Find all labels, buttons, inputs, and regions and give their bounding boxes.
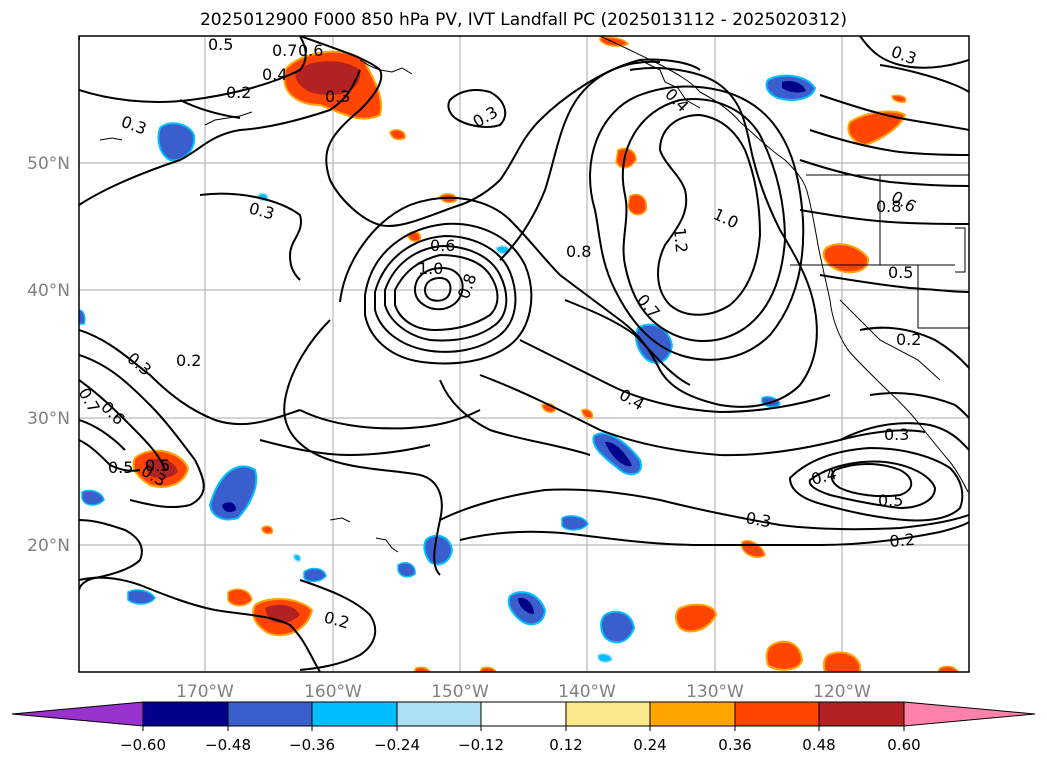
pv-blob-subtropic-1-core xyxy=(605,441,632,467)
pv-blob-small-2 xyxy=(389,129,406,141)
lat-label-20n: 20°N xyxy=(27,536,70,556)
contour-label: 0.5 xyxy=(888,263,913,282)
ivt-contours xyxy=(79,36,969,672)
contour-label: 1.0 xyxy=(418,259,443,278)
colorbar-tick-label: −0.36 xyxy=(289,736,335,754)
pv-blob-south-2n-core xyxy=(518,597,534,614)
pv-blob-coast-1 xyxy=(615,147,637,169)
colorbar-tick-label: −0.48 xyxy=(205,736,251,754)
pv-fill-positive xyxy=(132,36,959,672)
coastlines xyxy=(99,36,969,553)
lon-label-160w: 160°W xyxy=(304,682,362,702)
pv-blob-nw-pacific xyxy=(157,122,196,162)
pv-blob-gulf-alaska-west-core xyxy=(295,61,361,95)
pv-blob-small-n1 xyxy=(127,589,156,605)
pv-blob-coast-2 xyxy=(627,193,647,216)
pv-blob-southeast-2 xyxy=(765,640,804,671)
contour-label: 0.2 xyxy=(226,83,251,102)
contour-label: 0.5 xyxy=(145,456,170,475)
contour-label: 0.3 xyxy=(744,508,772,531)
pv-blob-small-11 xyxy=(479,666,497,672)
colorbar-bin xyxy=(142,701,229,727)
colorbar-tick-label: 0.48 xyxy=(802,736,835,754)
contour-label: 0.7 xyxy=(272,41,297,60)
colorbar-bin xyxy=(227,701,313,727)
colorbar-tick-label: 0.24 xyxy=(633,736,666,754)
contour-label: 0.4 xyxy=(262,65,287,84)
map-frame xyxy=(78,35,970,673)
pv-blob-canada xyxy=(847,110,907,147)
lon-label-150w: 150°W xyxy=(431,682,489,702)
colorbar-bin xyxy=(311,701,398,727)
contour-label: 0.2 xyxy=(176,351,201,370)
colorbar-bin xyxy=(565,701,651,727)
pv-blob-hawaii xyxy=(423,534,454,566)
pv-blob-small-n10 xyxy=(597,653,613,663)
contour-label: 0.3 xyxy=(325,87,350,106)
pv-blob-south-3n xyxy=(600,610,636,644)
colorbar-tick-label: −0.12 xyxy=(458,736,504,754)
colorbar-extend-low xyxy=(11,701,144,727)
contour-label: 0.8 xyxy=(876,197,901,216)
pv-blob-small-8 xyxy=(581,408,594,419)
pv-blob-small-n3 xyxy=(397,562,416,578)
pv-blob-small-10 xyxy=(413,666,431,672)
contour-label: 0.6 xyxy=(430,236,455,255)
pv-blob-small-n2 xyxy=(303,567,327,583)
pv-blob-small-n5 xyxy=(81,489,105,506)
contour-label: 1.2 xyxy=(670,227,691,254)
lon-label-120w: 120°W xyxy=(813,682,871,702)
colorbar xyxy=(11,701,1036,731)
pv-blob-southeast-1 xyxy=(674,603,718,633)
pv-blob-west-pacific-core xyxy=(145,458,178,479)
lon-labels: 170°W 160°W 150°W 140°W 130°W 120°W xyxy=(176,682,871,702)
colorbar-ticks xyxy=(142,726,905,731)
lat-label-30n: 30°N xyxy=(27,409,70,429)
pv-fill-negative xyxy=(79,74,817,663)
pv-blob-small-9 xyxy=(891,94,907,103)
pv-blob-small-n4 xyxy=(561,515,589,531)
contour-label: 0.3 xyxy=(884,425,909,444)
lon-label-130w: 130°W xyxy=(686,682,744,702)
colorbar-tick-label: −0.24 xyxy=(374,736,420,754)
pv-blob-west-sub xyxy=(208,465,258,521)
pv-blob-west-sub-core xyxy=(222,502,236,513)
map-panel: 0.5 0.7 0.6 0.4 0.2 0.3 0.3 0.3 0.3 0.6 … xyxy=(79,35,969,672)
colorbar-tick-label: 0.60 xyxy=(887,736,920,754)
pv-blob-south-2 xyxy=(227,588,253,607)
pv-blob-small-n9 xyxy=(293,553,302,562)
colorbar-bin xyxy=(734,701,820,727)
colorbar-bin xyxy=(396,701,482,727)
contour-label: 0.2 xyxy=(896,330,921,349)
contour-label: 0.5 xyxy=(878,491,903,510)
colorbar-bin xyxy=(480,701,567,727)
lat-labels: 50°N 40°N 30°N 20°N xyxy=(27,154,70,556)
lon-label-170w: 170°W xyxy=(176,682,234,702)
contour-label: 0.8 xyxy=(566,242,591,261)
pv-blob-small-12 xyxy=(937,665,959,672)
lat-label-40n: 40°N xyxy=(27,281,70,301)
pv-blob-small-7 xyxy=(261,525,274,535)
colorbar-tick-label: 0.36 xyxy=(718,736,751,754)
map-title: 2025012900 F000 850 hPa PV, IVT Landfall… xyxy=(199,10,847,30)
colorbar-extend-high xyxy=(903,701,1036,727)
colorbar-tick-labels: −0.60 −0.48 −0.36 −0.24 −0.12 0.12 0.24 … xyxy=(120,736,921,754)
pv-blob-small-n11 xyxy=(79,309,86,325)
colorbar-bin xyxy=(649,701,736,727)
colorbar-tick-label: 0.12 xyxy=(549,736,582,754)
pv-blob-southeast-3 xyxy=(823,651,861,672)
contour-label: 0.5 xyxy=(208,35,233,54)
contour-label: 0.2 xyxy=(889,530,916,551)
pv-blob-bc-coast-core xyxy=(782,81,806,93)
colorbar-bin xyxy=(818,701,905,727)
lat-label-50n: 50°N xyxy=(27,154,70,174)
contour-label: 0.5 xyxy=(108,458,133,477)
colorbar-tick-label: −0.60 xyxy=(120,736,166,754)
contour-label: 0.6 xyxy=(298,41,323,60)
lon-label-140w: 140°W xyxy=(558,682,616,702)
gridlines xyxy=(79,36,969,672)
